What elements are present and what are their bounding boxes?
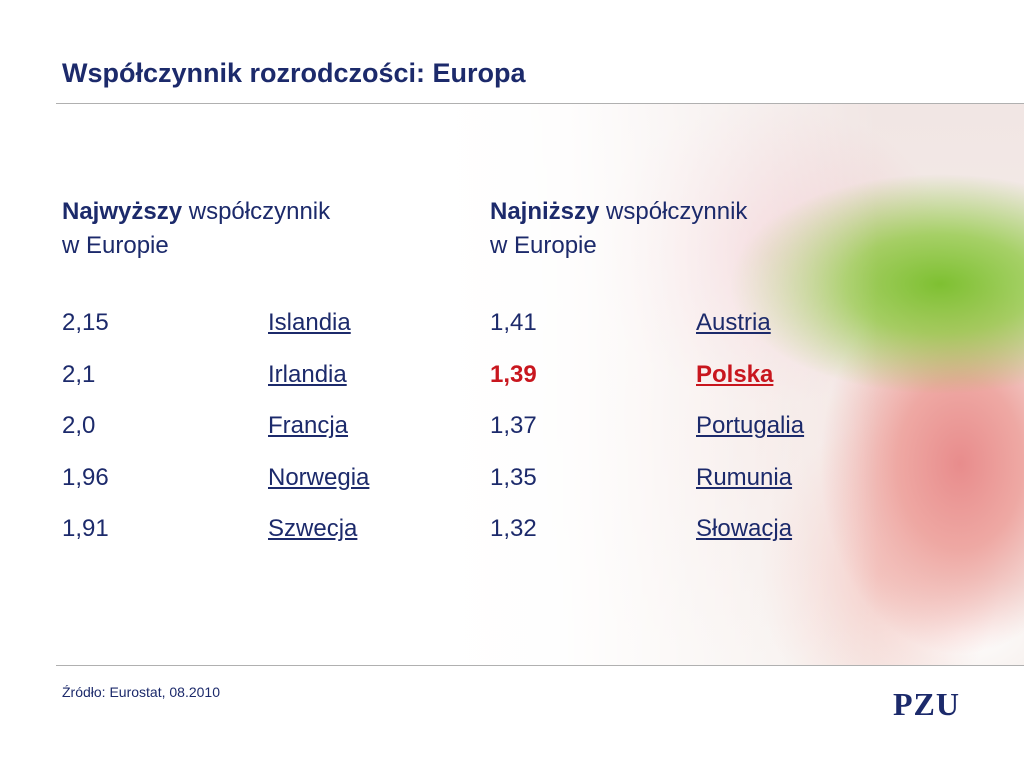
- lowest-row-5[interactable]: 1,32 Słowacja: [490, 517, 804, 569]
- lowest-heading-bold: Najniższy: [490, 198, 600, 225]
- highest-row-2[interactable]: 2,1 Irlandia: [62, 360, 369, 415]
- country-name: Francja: [268, 412, 349, 439]
- highest-rates-heading: Najwyższy współczynnik w Europie: [62, 195, 369, 263]
- country-name: Portugalia: [696, 412, 805, 439]
- rate-value: 1,91: [62, 515, 109, 542]
- rate-value: 1,96: [62, 463, 109, 491]
- rate-value: 1,39: [490, 360, 537, 388]
- country-name: Norwegia: [268, 463, 370, 491]
- highest-heading-line2: w Europie: [62, 232, 169, 259]
- rate-value: 2,1: [62, 360, 96, 388]
- country-name: Słowacja: [696, 515, 793, 542]
- pzu-logo: PZU: [893, 686, 960, 722]
- highest-heading-bold: Najwyższy: [62, 198, 183, 225]
- photo-fade-overlay: [440, 104, 1024, 666]
- footer-divider: [56, 665, 1024, 666]
- lowest-heading-rest: współczynnik: [599, 198, 748, 225]
- lowest-row-2-highlighted[interactable]: 1,39 Polska: [490, 360, 804, 415]
- country-name: Polska: [696, 360, 774, 388]
- title-divider: [56, 103, 1024, 104]
- country-name: Islandia: [268, 309, 351, 336]
- highest-rates-list: 2,15 Islandia 2,1 Irlandia 2,0 Francja 1,96…: [62, 311, 369, 569]
- rate-value: 2,15: [62, 309, 109, 336]
- lowest-rates-column: Najniższy współczynnik w Europie 1,41 Aus…: [490, 195, 804, 569]
- country-name: Rumunia: [696, 463, 793, 491]
- highest-rates-column: Najwyższy współczynnik w Europie 2,15 Isl…: [62, 195, 369, 569]
- lowest-rates-list: 1,41 Austria 1,39 Polska 1,37 Portugalia 1,…: [490, 311, 804, 569]
- highest-row-4[interactable]: 1,96 Norwegia: [62, 463, 370, 518]
- lowest-heading-line2: w Europie: [490, 232, 597, 259]
- lowest-row-3[interactable]: 1,37 Portugalia: [490, 414, 804, 466]
- rate-value: 1,37: [490, 412, 537, 439]
- rate-value: 2,0: [62, 412, 96, 439]
- lowest-rates-heading: Najniższy współczynnik w Europie: [490, 195, 804, 263]
- country-name: Austria: [696, 309, 771, 336]
- highest-heading-rest: współczynnik: [182, 198, 331, 225]
- highest-row-1[interactable]: 2,15 Islandia: [62, 311, 369, 363]
- slide-title: Współczynnik rozrodczości: Europa: [62, 58, 526, 88]
- rate-value: 1,41: [490, 309, 537, 336]
- highest-row-5[interactable]: 1,91 Szwecja: [62, 517, 369, 569]
- source-note: Źródło: Eurostat, 08.2010: [62, 684, 220, 700]
- highest-row-3[interactable]: 2,0 Francja: [62, 414, 369, 466]
- rate-value: 1,32: [490, 515, 537, 542]
- lowest-row-1[interactable]: 1,41 Austria: [490, 311, 804, 363]
- country-name: Szwecja: [268, 515, 358, 542]
- lowest-row-4[interactable]: 1,35 Rumunia: [490, 463, 804, 518]
- rate-value: 1,35: [490, 463, 537, 491]
- country-name: Irlandia: [268, 360, 347, 388]
